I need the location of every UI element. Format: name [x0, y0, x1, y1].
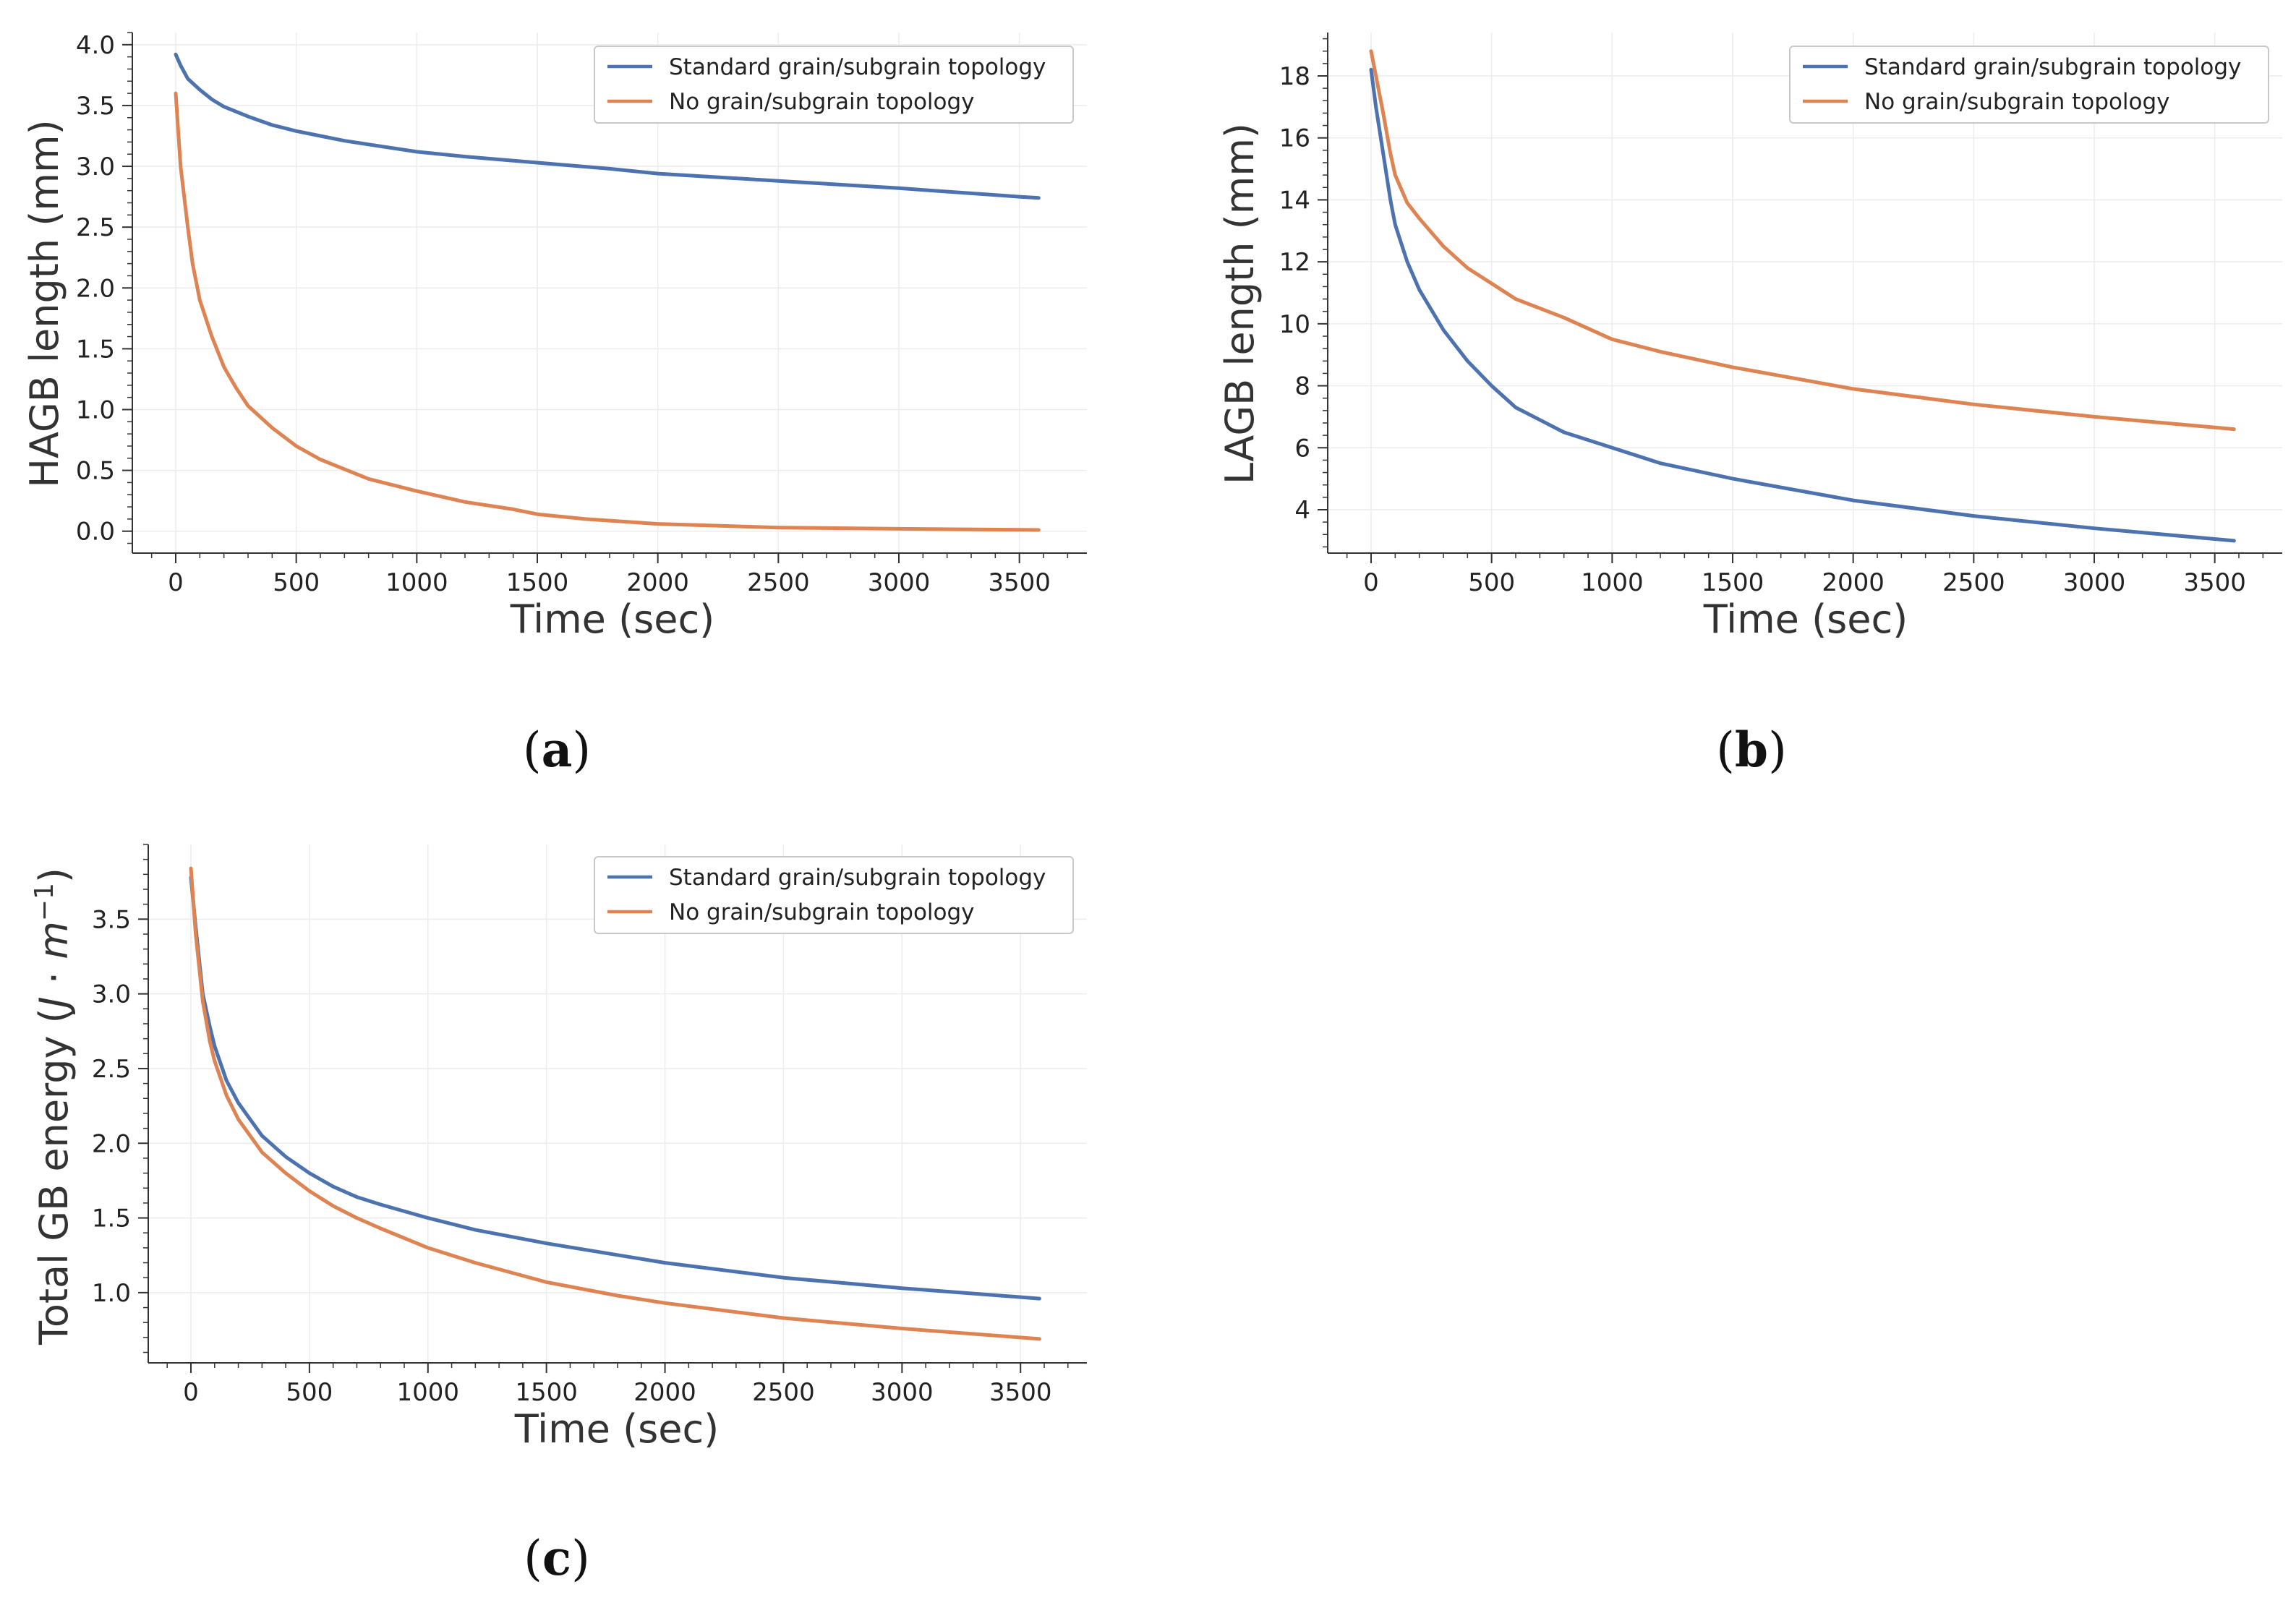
panel-a-x-axis-title: Time (sec): [510, 596, 715, 642]
panel-b-y-tick-label-5: 14: [1279, 186, 1310, 215]
panel-c-x-tick-label-3: 1500: [515, 1378, 578, 1407]
panel-c-legend: Standard grain/subgrain topology No grai…: [594, 856, 1074, 934]
panel-c-x-tick-label-6: 3000: [871, 1378, 934, 1407]
panel-b-y-axis-title: LAGB length (mm): [1217, 123, 1263, 484]
panel-a-y-tick-label-3: 1.5: [76, 335, 115, 364]
panel-b-y-tick-label-0: 4: [1294, 496, 1310, 525]
panel-b-x-tick-label-1: 500: [1468, 568, 1515, 597]
panel-c-x-tick-label-7: 3500: [989, 1378, 1052, 1407]
panel-c-y-axis-title-m: m: [31, 921, 77, 959]
panel-c-total-gb-energy: 0 500 1000 1500 2000 2500 3000 3500 1.0 1.5 2.0 2.5…: [30, 844, 1087, 1586]
panel-c-series-line-no-topology: [189, 866, 1041, 1341]
panel-c-x-tick-label-0: 0: [183, 1378, 199, 1407]
panel-c-caption-letter: c: [542, 1530, 571, 1586]
panel-c-x-tick-label-2: 1000: [397, 1378, 460, 1407]
panel-b-legend-frame: [1789, 46, 2269, 124]
panel-c-ticks: 0 500 1000 1500 2000 2500 3000 3500 1.0 1.5 2.0 2.5…: [92, 844, 1069, 1407]
panel-a-series: [174, 52, 1041, 532]
panel-a-series-line-standard: [174, 52, 1041, 200]
panel-b-x-tick-label-3: 1500: [1702, 568, 1764, 597]
panel-b-series-line-no-topology: [1369, 49, 2236, 432]
panel-b-x-tick-label-2: 1000: [1581, 568, 1644, 597]
panel-b-legend: Standard grain/subgrain topology No grai…: [1789, 46, 2269, 124]
panel-c-y-axis-title-dot: ·: [31, 959, 77, 997]
panel-a-y-tick-label-6: 3.0: [76, 153, 115, 181]
panel-c-legend-frame: [594, 856, 1074, 934]
panel-b-legend-label-standard: Standard grain/subgrain topology: [1864, 54, 2241, 80]
panel-a-x-tick-label-5: 2500: [747, 568, 810, 597]
panel-b-y-tick-label-6: 16: [1279, 124, 1310, 153]
panel-b-series-line-standard: [1369, 67, 2236, 543]
panel-c-x-axis-title: Time (sec): [514, 1406, 720, 1452]
panel-b-caption: (b): [1716, 722, 1787, 778]
panel-b-caption-letter: b: [1735, 722, 1768, 778]
panel-b-y-tick-label-7: 18: [1279, 62, 1310, 91]
panel-b-y-tick-label-1: 6: [1294, 434, 1310, 463]
panel-a-x-tick-label-4: 2000: [626, 568, 689, 597]
panel-c-y-tick-label-0: 1.0: [92, 1279, 131, 1308]
panel-c-y-tick-label-2: 2.0: [92, 1129, 131, 1158]
panel-a-x-tick-label-1: 500: [273, 568, 320, 597]
panel-c-caption: (c): [524, 1530, 590, 1586]
panel-a-y-tick-label-7: 3.5: [76, 92, 115, 121]
panel-b-x-tick-label-6: 3000: [2063, 568, 2126, 597]
panel-a-caption: (a): [523, 722, 591, 778]
panel-a-x-tick-label-6: 3000: [868, 568, 931, 597]
panel-a-legend-label-no-topology: No grain/subgrain topology: [669, 89, 975, 115]
panel-a-y-tick-label-8: 4.0: [76, 31, 115, 60]
panel-c-y-axis-title-close: ): [31, 868, 77, 883]
panel-c-y-tick-label-5: 3.5: [92, 905, 131, 934]
panel-c-x-tick-label-4: 2000: [633, 1378, 696, 1407]
panel-c-y-tick-label-3: 2.5: [92, 1055, 131, 1084]
panel-a-y-tick-label-0: 0.0: [76, 518, 115, 547]
panel-c-series-line-standard: [189, 876, 1041, 1301]
panel-a-x-tick-label-0: 0: [168, 568, 184, 597]
panel-b-lagb-length: 0 500 1000 1500 2000 2500 3000 3500 4 6 8 10 12 14 16 1…: [1217, 33, 2282, 778]
panel-b-series: [1369, 49, 2236, 543]
panel-b-y-tick-label-3: 10: [1279, 310, 1310, 339]
panel-c-series: [189, 866, 1041, 1341]
panel-b-ticks: 0 500 1000 1500 2000 2500 3000 3500 4 6 8 10 12 14 16 1…: [1279, 38, 2264, 597]
panel-b-x-tick-label-5: 2500: [1942, 568, 2005, 597]
panel-a-x-tick-label-3: 1500: [506, 568, 569, 597]
panel-a-series-line-no-topology: [174, 91, 1041, 532]
panel-a-caption-letter: a: [542, 722, 573, 778]
panel-c-y-axis-title-main: Total GB energy (: [31, 1008, 77, 1346]
panel-c-x-tick-label-5: 2500: [752, 1378, 815, 1407]
panel-a-x-tick-label-7: 3500: [988, 568, 1051, 597]
panel-c-y-tick-label-4: 3.0: [92, 980, 131, 1009]
panel-b-x-tick-label-4: 2000: [1822, 568, 1885, 597]
panel-a-y-tick-label-1: 0.5: [76, 457, 115, 486]
panel-c-legend-label-no-topology: No grain/subgrain topology: [669, 899, 975, 925]
panel-c-y-axis-title: Total GB energy (J · m−1): [30, 868, 77, 1346]
panel-b-x-axis-title: Time (sec): [1703, 596, 1908, 642]
panel-c-y-axis-title-exponent: −1: [30, 883, 59, 921]
panel-a-y-axis-title: HAGB length (mm): [22, 119, 67, 487]
panel-c-y-tick-label-1: 1.5: [92, 1205, 131, 1233]
panel-a-x-tick-label-2: 1000: [385, 568, 448, 597]
panel-b-legend-label-no-topology: No grain/subgrain topology: [1864, 89, 2170, 115]
panel-a-y-tick-label-5: 2.5: [76, 213, 115, 242]
panel-a-y-tick-label-2: 1.0: [76, 395, 115, 424]
panel-a-hagb-length: 0 500 1000 1500 2000 2500 3000 3500 0.0 0.5 1.0 1.5…: [22, 31, 1087, 778]
panel-a-legend-label-standard: Standard grain/subgrain topology: [669, 54, 1046, 80]
panel-a-legend: Standard grain/subgrain topology No grai…: [594, 46, 1074, 124]
panel-a-y-tick-label-4: 2.0: [76, 274, 115, 303]
panel-b-y-tick-label-4: 12: [1279, 248, 1310, 277]
panel-c-x-tick-label-1: 500: [286, 1378, 333, 1407]
panel-b-x-tick-label-0: 0: [1363, 568, 1379, 597]
panel-c-legend-label-standard: Standard grain/subgrain topology: [669, 865, 1046, 891]
panel-a-legend-frame: [594, 46, 1074, 124]
panel-b-y-tick-label-2: 8: [1294, 372, 1310, 401]
panel-a-ticks: 0 500 1000 1500 2000 2500 3000 3500 0.0 0.5 1.0 1.5…: [76, 31, 1069, 597]
panel-b-x-tick-label-7: 3500: [2183, 568, 2246, 597]
